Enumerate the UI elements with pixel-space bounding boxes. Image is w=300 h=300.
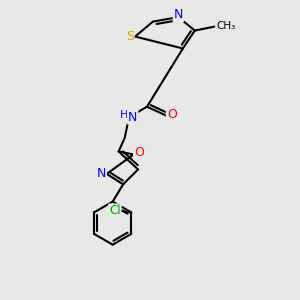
Text: CH₃: CH₃ xyxy=(216,21,235,31)
Text: S: S xyxy=(126,30,134,43)
Text: O: O xyxy=(167,108,177,121)
Text: Cl: Cl xyxy=(109,204,121,218)
Text: N: N xyxy=(97,167,106,180)
Text: O: O xyxy=(134,146,144,160)
Text: N: N xyxy=(128,111,137,124)
Text: N: N xyxy=(174,8,183,21)
Text: H: H xyxy=(119,110,128,120)
